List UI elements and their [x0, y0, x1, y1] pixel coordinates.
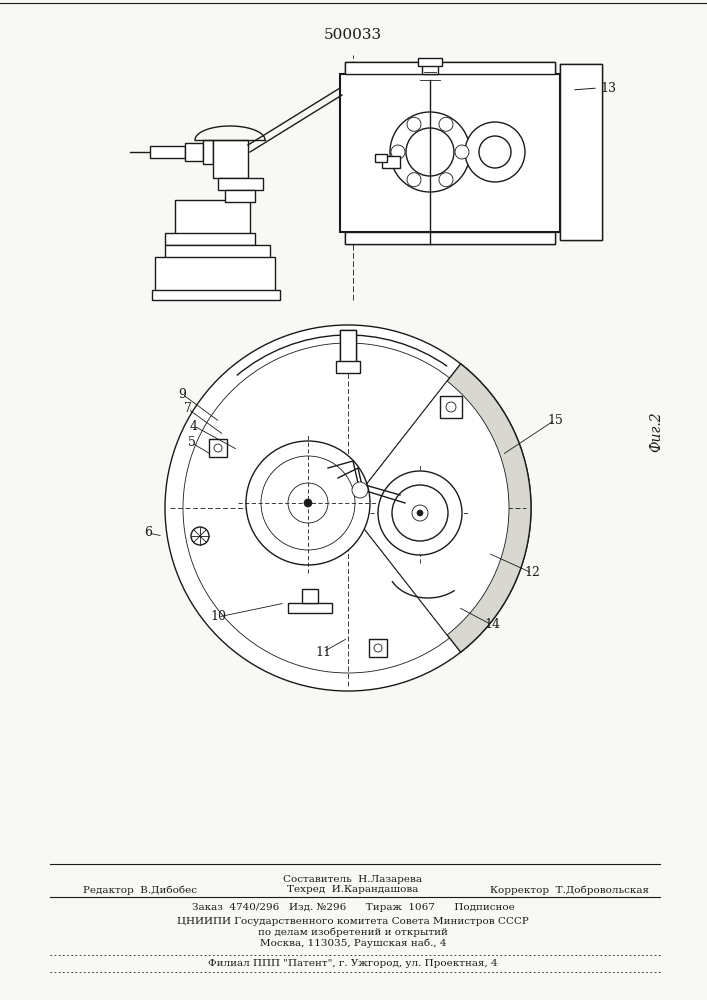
Text: 5: 5: [188, 436, 196, 450]
Circle shape: [304, 499, 312, 507]
Circle shape: [455, 145, 469, 159]
Bar: [440, 396, 462, 418]
Bar: [418, 58, 442, 66]
Bar: [209, 439, 227, 457]
Text: Техред  И.Карандашова: Техред И.Карандашова: [287, 886, 419, 894]
Bar: [345, 62, 555, 74]
Text: 10: 10: [210, 610, 226, 624]
Bar: [225, 190, 255, 202]
Bar: [560, 64, 602, 240]
Bar: [288, 603, 332, 613]
Bar: [218, 178, 263, 190]
Bar: [340, 74, 560, 232]
Text: по делам изобретений и открытий: по делам изобретений и открытий: [258, 927, 448, 937]
Bar: [155, 257, 275, 292]
Bar: [340, 330, 356, 365]
Circle shape: [407, 173, 421, 187]
Wedge shape: [348, 381, 509, 635]
Bar: [503, 79, 555, 227]
Text: 500033: 500033: [324, 28, 382, 42]
Bar: [375, 154, 387, 162]
Circle shape: [390, 112, 470, 192]
Text: 9: 9: [178, 387, 186, 400]
Wedge shape: [348, 364, 531, 652]
Bar: [165, 245, 270, 260]
Circle shape: [392, 485, 448, 541]
Circle shape: [378, 471, 462, 555]
Text: Редактор  В.Дибобес: Редактор В.Дибобес: [83, 885, 197, 895]
Bar: [560, 64, 602, 240]
Circle shape: [407, 117, 421, 131]
Bar: [203, 140, 213, 164]
Bar: [213, 140, 248, 178]
Bar: [345, 232, 555, 244]
Bar: [302, 589, 318, 603]
Circle shape: [417, 510, 423, 516]
Bar: [345, 62, 555, 74]
Text: 4: 4: [190, 420, 198, 432]
Text: Составитель  Н.Лазарева: Составитель Н.Лазарева: [284, 874, 423, 884]
Bar: [336, 361, 360, 373]
Bar: [345, 79, 397, 227]
Text: Фиг.2: Фиг.2: [649, 412, 663, 452]
Bar: [369, 639, 387, 657]
Text: Заказ  4740/296   Изд. №296      Тираж  1067      Подписное: Заказ 4740/296 Изд. №296 Тираж 1067 Подп…: [192, 902, 515, 912]
Bar: [382, 156, 400, 168]
Text: 6: 6: [144, 526, 152, 540]
Circle shape: [246, 441, 370, 565]
Circle shape: [191, 527, 209, 545]
Text: Корректор  Т.Добровольская: Корректор Т.Добровольская: [491, 885, 650, 895]
Circle shape: [352, 482, 368, 498]
Circle shape: [439, 117, 453, 131]
Circle shape: [165, 325, 531, 691]
Circle shape: [479, 136, 511, 168]
Text: 15: 15: [547, 414, 563, 426]
Text: 13: 13: [600, 82, 616, 95]
Text: Москва, 113035, Раушская наб., 4: Москва, 113035, Раушская наб., 4: [259, 938, 446, 948]
Bar: [340, 330, 356, 365]
Circle shape: [465, 122, 525, 182]
Text: Филиал ППП "Патент", г. Ужгород, ул. Проектная, 4: Филиал ППП "Патент", г. Ужгород, ул. Про…: [208, 958, 498, 968]
Circle shape: [439, 173, 453, 187]
Bar: [175, 200, 250, 245]
Bar: [152, 290, 280, 300]
Circle shape: [406, 128, 454, 176]
Bar: [422, 64, 438, 74]
Bar: [165, 233, 255, 245]
Text: 7: 7: [184, 402, 192, 416]
Bar: [185, 143, 203, 161]
Bar: [150, 146, 185, 158]
Text: ЦНИИПИ Государственного комитета Совета Министров СССР: ЦНИИПИ Государственного комитета Совета …: [177, 916, 529, 926]
Bar: [345, 232, 555, 244]
Text: 12: 12: [524, 566, 540, 580]
Circle shape: [391, 145, 405, 159]
Text: 14: 14: [484, 618, 500, 632]
Text: 11: 11: [315, 646, 331, 658]
